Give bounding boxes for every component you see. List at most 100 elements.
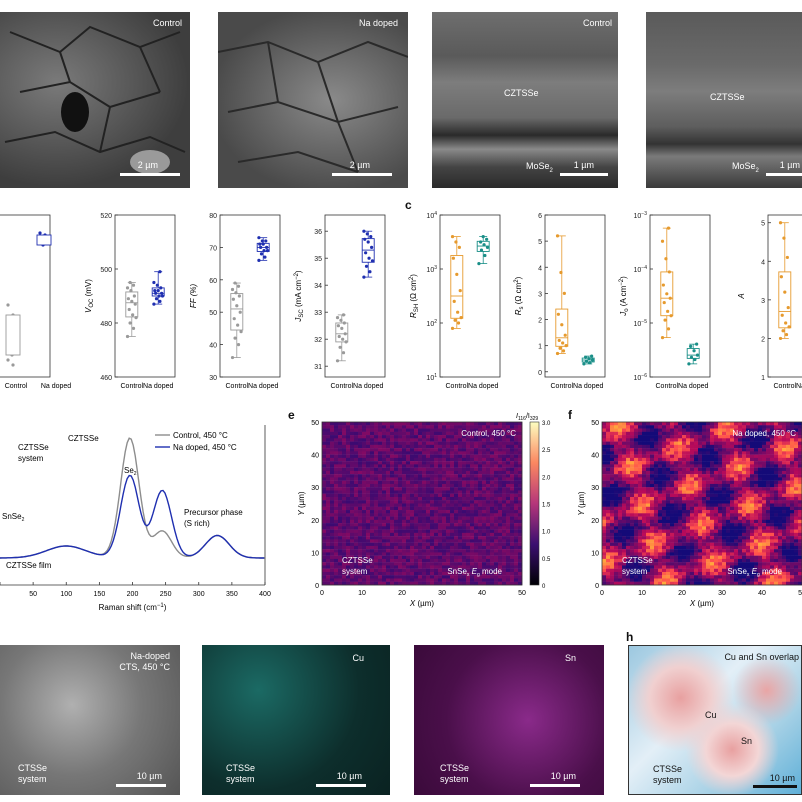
scale-label: 2 µm xyxy=(137,160,158,170)
heatmap-cell xyxy=(710,545,715,550)
heatmap-cell xyxy=(490,500,495,504)
heatmap-cell xyxy=(434,581,439,586)
heatmap-cell xyxy=(502,575,507,579)
heatmap-cell xyxy=(350,457,355,462)
data-point xyxy=(452,299,456,303)
heatmap-cell xyxy=(682,477,687,481)
heatmap-cell xyxy=(442,477,447,481)
heatmap-cell xyxy=(438,513,443,517)
heatmap-cell xyxy=(734,480,739,485)
heatmap-cell xyxy=(674,565,679,569)
data-point xyxy=(485,237,489,241)
heatmap-cell xyxy=(758,575,763,579)
heatmap-cell xyxy=(658,568,663,573)
heatmap-cell xyxy=(326,529,331,534)
heatmap-cell xyxy=(658,536,663,540)
heatmap-cell xyxy=(338,444,343,449)
heatmap-cell xyxy=(706,496,711,501)
heatmap-cell xyxy=(466,428,471,432)
heatmap-cell xyxy=(378,500,383,504)
heatmap-cell xyxy=(726,444,731,449)
heatmap-cell xyxy=(466,461,471,465)
heatmap-cell xyxy=(486,438,491,442)
data-point xyxy=(455,272,459,276)
heatmap-cell xyxy=(386,461,391,465)
heatmap-cell xyxy=(690,477,695,481)
heatmap-cell xyxy=(490,503,495,507)
heatmap-cell xyxy=(386,510,391,514)
heatmap-cell xyxy=(618,506,623,511)
heatmap-cell xyxy=(606,435,611,439)
heatmap-cell xyxy=(370,464,375,468)
heatmap-cell xyxy=(474,568,479,573)
heatmap-cell xyxy=(758,542,763,547)
heatmap-cell xyxy=(750,558,755,563)
heatmap-cell xyxy=(742,487,747,491)
heatmap-cell xyxy=(402,448,407,452)
heatmap-cell xyxy=(658,480,663,485)
heatmap-cell xyxy=(450,444,455,449)
heatmap-cell xyxy=(342,523,347,527)
heatmap-cell xyxy=(442,516,447,520)
heatmap-cell xyxy=(618,441,623,446)
heatmap-cell xyxy=(486,425,491,429)
heatmap-cell xyxy=(414,444,419,449)
heatmap-cell xyxy=(350,493,355,498)
heatmap-cell xyxy=(718,431,723,436)
heatmap-cell xyxy=(602,438,607,442)
heatmap-cell xyxy=(410,571,415,576)
heatmap-cell xyxy=(726,483,731,488)
heatmap-cell xyxy=(706,474,711,478)
data-point xyxy=(590,358,595,362)
legend-label: Control, 450 °C xyxy=(173,431,228,440)
heatmap-cell xyxy=(682,451,687,455)
heatmap-cell xyxy=(758,552,763,556)
heatmap-cell xyxy=(726,529,731,534)
cbar-tick-label: 0.5 xyxy=(542,557,551,563)
y-label-main: R xyxy=(514,309,523,315)
heatmap-cell xyxy=(622,477,627,481)
heatmap-cell xyxy=(450,552,455,556)
heatmap-cell xyxy=(750,542,755,547)
heatmap-cell xyxy=(378,523,383,527)
heatmap-cell xyxy=(386,428,391,432)
heatmap-cell xyxy=(330,545,335,550)
heatmap-cell xyxy=(518,483,523,488)
heatmap-cell xyxy=(618,581,623,586)
heatmap-cell xyxy=(678,503,683,507)
heatmap-cell xyxy=(430,500,435,504)
heatmap-cell xyxy=(630,431,635,436)
heatmap-cell xyxy=(326,565,331,569)
heatmap-cell xyxy=(646,523,651,527)
heatmap-cell xyxy=(514,536,519,540)
heatmap-cell xyxy=(382,513,387,517)
heatmap-cell xyxy=(462,477,467,481)
heatmap-cell xyxy=(470,464,475,468)
heatmap-cell xyxy=(718,503,723,507)
heatmap-cell xyxy=(462,451,467,455)
heatmap-cell xyxy=(514,496,519,501)
heatmap-cell xyxy=(690,536,695,540)
heatmap-cell xyxy=(438,493,443,498)
heatmap-cell xyxy=(482,578,487,582)
heatmap-cell xyxy=(474,496,479,501)
heatmap-cell xyxy=(714,496,719,501)
heatmap-cell xyxy=(686,483,691,488)
heatmap-cell xyxy=(414,461,419,465)
heatmap-cell xyxy=(686,523,691,527)
heatmap-cell xyxy=(498,461,503,465)
heatmap-cell xyxy=(642,467,647,472)
heatmap-cell xyxy=(646,490,651,494)
heatmap-cell xyxy=(474,506,479,511)
heatmap-cell xyxy=(370,428,375,432)
heatmap-cell xyxy=(630,487,635,491)
heatmap-cell xyxy=(338,490,343,494)
heatmap-cell xyxy=(330,441,335,446)
heatmap-cell xyxy=(670,581,675,586)
heatmap-cell xyxy=(634,568,639,573)
heatmap-cell xyxy=(518,425,523,429)
heatmap-cell xyxy=(710,428,715,432)
heatmap-cell xyxy=(690,428,695,432)
heatmap-cell xyxy=(370,523,375,527)
heatmap-cell xyxy=(326,477,331,481)
